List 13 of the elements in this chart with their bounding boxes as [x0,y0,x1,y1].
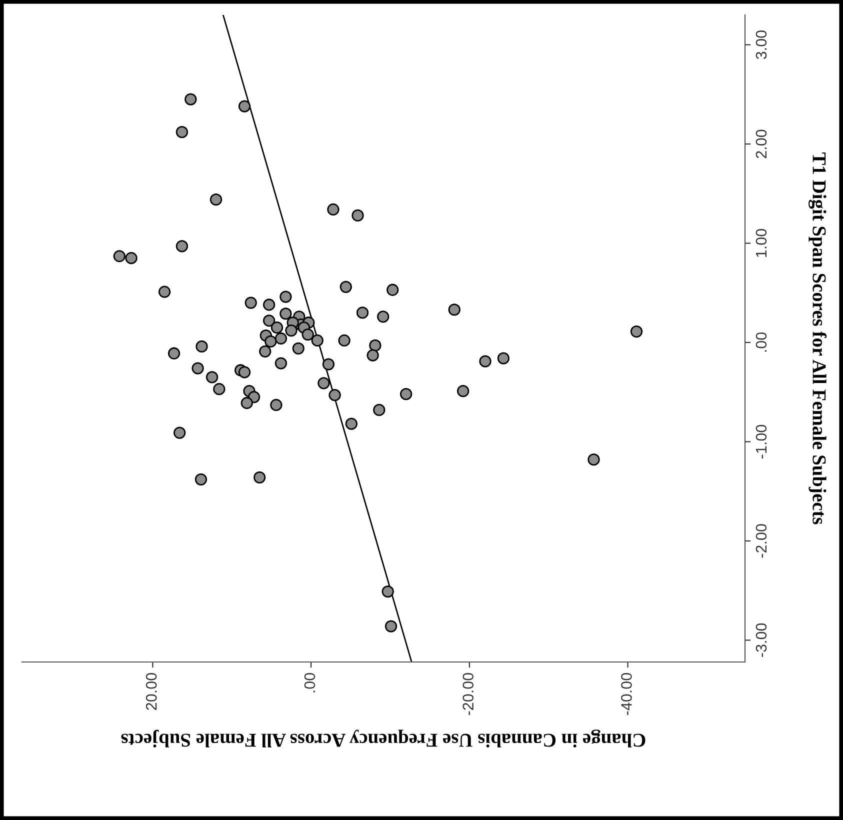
x-tick-label: -40.00 [621,673,632,716]
y-tick-label: 2.00 [756,130,767,158]
x-axis-title: Change in Cannabis Use Frequency Across All Female Subjects [121,730,646,748]
y-tick-label: .00 [756,332,767,352]
y-tick-label: -1.00 [756,424,767,458]
x-tick-label: 20.00 [146,673,157,710]
x-tick-label: -20.00 [462,673,474,716]
y-tick-label: 1.00 [756,228,767,257]
x-tick-label: .00 [304,673,316,692]
y-tick-label: 3.00 [756,30,767,60]
y-axis-title: T1 Digit Span Scores for All Female Subjects [808,152,827,524]
y-tick-label: -3.00 [756,623,767,657]
y-tick-label: -2.00 [756,524,767,558]
